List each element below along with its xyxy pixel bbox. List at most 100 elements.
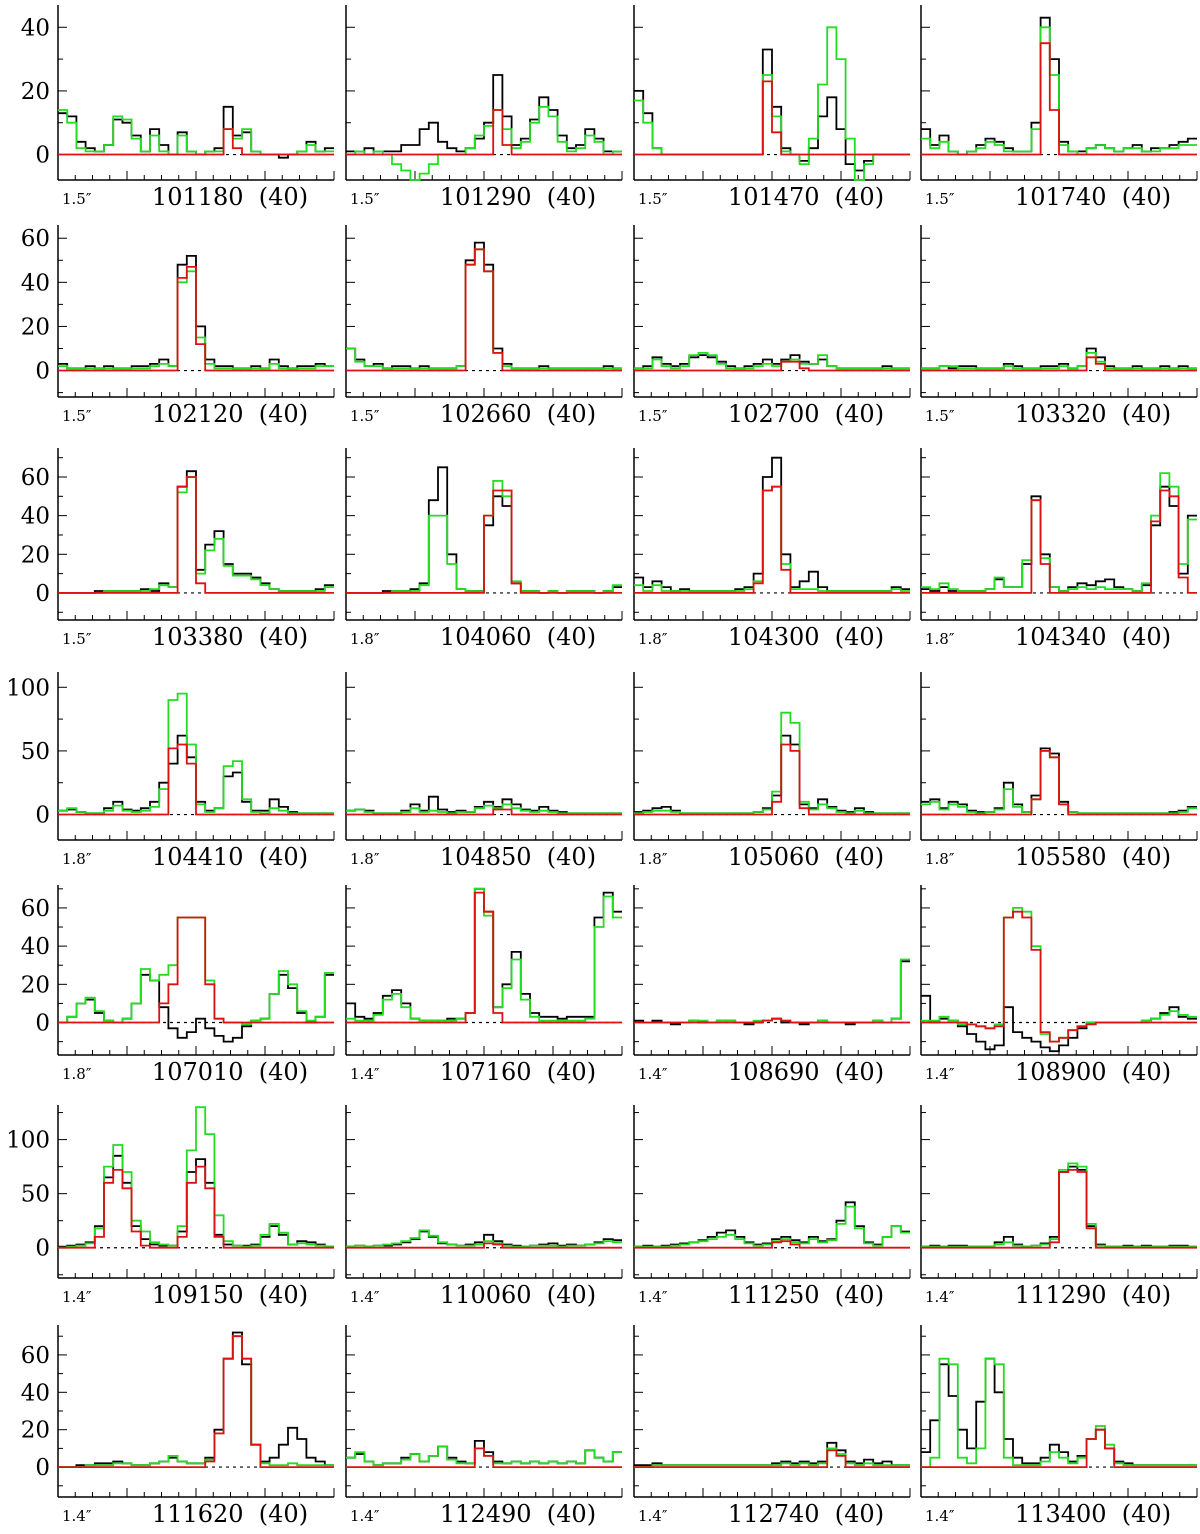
y-tick-label: 0 (35, 143, 50, 169)
beam-size-label: 1.8″ (638, 850, 668, 868)
panel-title: 103380 (40) (152, 623, 308, 651)
beam-size-label: 1.8″ (62, 850, 92, 868)
green-spectrum (921, 352, 1197, 370)
red-spectrum (58, 1335, 334, 1468)
y-tick-label: 60 (21, 226, 50, 252)
beam-size-label: 1.5″ (925, 407, 955, 425)
y-tick-label: 50 (21, 739, 50, 765)
y-tick-label: 40 (21, 1380, 50, 1406)
panel-7: 1.5″ 102700 (40) (633, 225, 911, 428)
beam-size-label: 1.5″ (350, 407, 380, 425)
green-spectrum (634, 485, 910, 592)
black-spectrum (346, 74, 622, 153)
red-spectrum (58, 128, 334, 156)
panel-17: 0 20 40 60 1.8″ 107010 (40) (21, 885, 335, 1086)
panel-13: 0 50 100 1.8″ 104410 (40) (6, 672, 335, 871)
beam-size-label: 1.8″ (350, 850, 380, 868)
red-spectrum (921, 1169, 1197, 1249)
black-spectrum (58, 105, 334, 159)
green-spectrum (58, 1106, 334, 1249)
beam-size-label: 1.4″ (350, 1288, 380, 1306)
y-tick-label: 0 (35, 359, 50, 385)
panel-25: 0 20 40 60 1.4″ 111620 (40) (21, 1325, 335, 1528)
panel-3: 1.5″ 101470 (40) (633, 5, 911, 211)
red-spectrum (634, 360, 910, 372)
y-tick-label: 0 (35, 803, 50, 829)
panel-title: 110060 (40) (440, 1281, 596, 1309)
green-spectrum (58, 1335, 334, 1468)
y-tick-label: 60 (21, 465, 50, 491)
y-tick-label: 20 (21, 972, 50, 998)
y-tick-label: 40 (21, 270, 50, 296)
red-spectrum (58, 1165, 334, 1249)
panel-20: 1.4″ 108900 (40) (920, 885, 1198, 1086)
red-spectrum (634, 1017, 910, 1024)
panel-title: 104850 (40) (440, 843, 596, 871)
panel-title: 101740 (40) (1015, 183, 1171, 211)
panel-title: 112740 (40) (728, 1500, 884, 1528)
panel-title: 105580 (40) (1015, 843, 1171, 871)
green-spectrum (58, 916, 334, 1026)
panel-title: 104410 (40) (152, 843, 308, 871)
beam-size-label: 1.8″ (62, 1065, 92, 1083)
panel-16: 1.8″ 105580 (40) (920, 672, 1198, 871)
green-spectrum (921, 907, 1197, 1043)
beam-size-label: 1.4″ (925, 1288, 955, 1306)
y-tick-label: 20 (21, 314, 50, 340)
panel-title: 108690 (40) (728, 1058, 884, 1086)
beam-size-label: 1.5″ (62, 407, 92, 425)
green-spectrum (634, 711, 910, 815)
panel-15: 1.8″ 105060 (40) (633, 672, 911, 871)
panel-title: 111250 (40) (728, 1281, 884, 1309)
panel-21: 0 50 100 1.4″ 109150 (40) (6, 1105, 335, 1309)
panel-10: 1.8″ 104060 (40) (345, 448, 623, 651)
beam-size-label: 1.4″ (62, 1288, 92, 1306)
green-spectrum (58, 109, 334, 156)
panel-26: 1.4″ 112490 (40) (345, 1325, 623, 1528)
beam-size-label: 1.4″ (62, 1507, 92, 1525)
red-spectrum (634, 743, 910, 816)
y-tick-label: 0 (35, 581, 50, 607)
panel-title: 111620 (40) (152, 1500, 308, 1528)
beam-size-label: 1.4″ (925, 1065, 955, 1083)
y-tick-label: 100 (6, 675, 50, 701)
red-spectrum (921, 910, 1197, 1043)
red-spectrum (346, 1447, 622, 1468)
panel-6: 1.5″ 102660 (40) (345, 225, 623, 428)
beam-size-label: 1.4″ (638, 1507, 668, 1525)
panel-27: 1.4″ 112740 (40) (633, 1325, 911, 1528)
panel-19: 1.4″ 108690 (40) (633, 885, 911, 1086)
green-spectrum (634, 352, 910, 370)
black-spectrum (921, 485, 1197, 592)
green-spectrum (346, 480, 622, 594)
black-spectrum (58, 1331, 334, 1468)
panel-title: 101470 (40) (728, 183, 884, 211)
red-spectrum (921, 750, 1197, 816)
green-spectrum (921, 472, 1197, 592)
green-spectrum (346, 1229, 622, 1248)
panel-title: 108900 (40) (1015, 1058, 1171, 1086)
green-spectrum (921, 1162, 1197, 1248)
red-spectrum (634, 1449, 910, 1468)
beam-size-label: 1.8″ (925, 850, 955, 868)
red-spectrum (921, 42, 1197, 156)
y-tick-label: 100 (6, 1128, 50, 1154)
beam-size-label: 1.5″ (638, 190, 668, 208)
beam-size-label: 1.4″ (350, 1065, 380, 1083)
panel-28: 1.4″ 113400 (40) (920, 1325, 1198, 1528)
panel-12: 1.8″ 104340 (40) (920, 448, 1198, 651)
panel-title: 103320 (40) (1015, 400, 1171, 428)
panel-title: 105060 (40) (728, 843, 884, 871)
red-spectrum (58, 916, 334, 1024)
panel-1: 0 20 40 1.5″ 101180 (40) (21, 5, 335, 211)
panel-title: 102660 (40) (440, 400, 596, 428)
y-tick-label: 0 (35, 1011, 50, 1037)
panel-24: 1.4″ 111290 (40) (920, 1105, 1198, 1309)
beam-size-label: 1.8″ (925, 630, 955, 648)
black-spectrum (634, 456, 910, 592)
black-spectrum (634, 960, 910, 1026)
red-spectrum (921, 1428, 1197, 1468)
beam-size-label: 1.8″ (350, 630, 380, 648)
black-spectrum (921, 1357, 1197, 1467)
